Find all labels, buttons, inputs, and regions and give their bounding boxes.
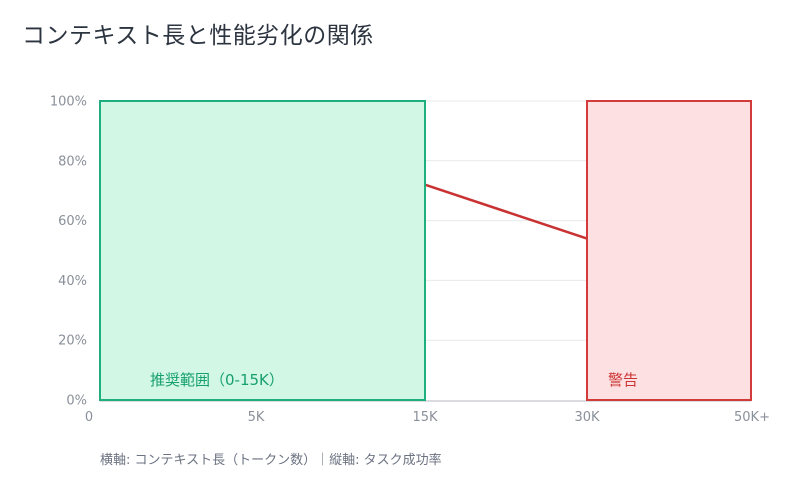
y-tick-label: 60% — [58, 214, 87, 229]
x-tick-label: 5K — [248, 410, 265, 425]
recommended-region — [99, 100, 426, 401]
x-tick-label: 30K — [574, 410, 600, 425]
y-tick-label: 20% — [58, 334, 87, 349]
warning-region-label: 警告 — [608, 371, 638, 389]
x-tick-label: 0 — [85, 410, 93, 425]
x-tick-label: 50K+ — [734, 410, 770, 425]
recommended-region-label: 推奨範囲（0-15K） — [150, 371, 284, 389]
y-tick-label: 0% — [66, 394, 87, 409]
y-tick-label: 40% — [58, 274, 87, 289]
region-label-layer: 推奨範囲（0-15K） 警告 — [150, 371, 638, 389]
axis-caption: 横軸: コンテキスト長（トークン数）｜縦軸: タスク成功率 — [100, 453, 442, 468]
region-layer — [99, 100, 752, 401]
chart-title: コンテキスト長と性能劣化の関係 — [22, 23, 374, 49]
x-tick-label: 15K — [412, 410, 438, 425]
tick-layer: 0% 20% 40% 60% 80% 100% 0 5K 15K 30K 50K+ — [50, 95, 770, 426]
y-tick-label: 80% — [58, 154, 87, 169]
y-tick-label: 100% — [50, 95, 87, 110]
warning-region — [586, 100, 752, 401]
